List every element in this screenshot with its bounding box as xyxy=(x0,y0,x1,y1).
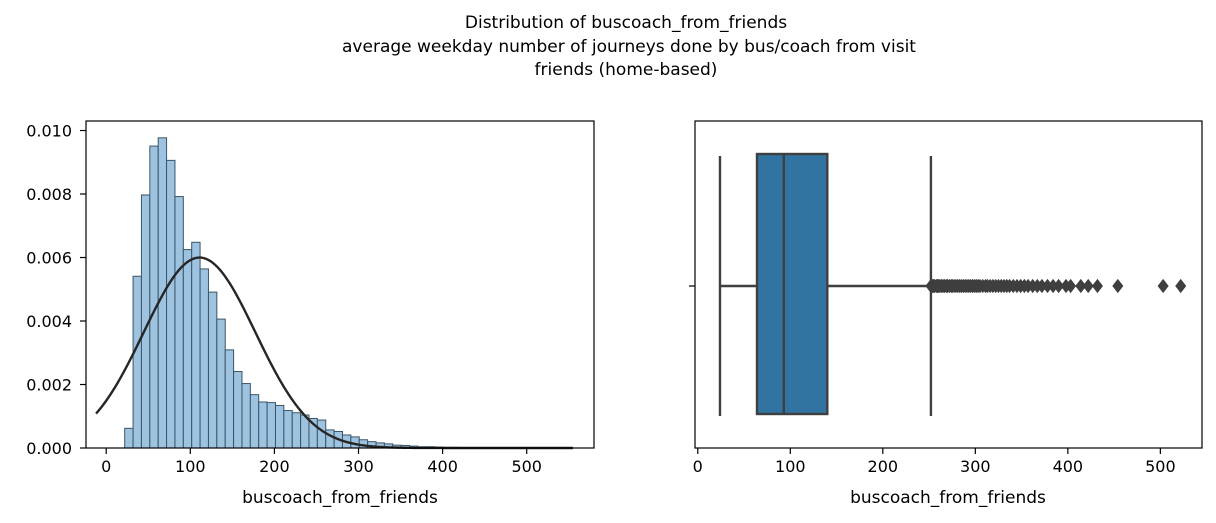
histogram-bar xyxy=(233,370,243,449)
boxplot-plot-frame xyxy=(694,120,1203,449)
histogram-x-ticks: 0 100 200 300 400 500 xyxy=(101,448,542,476)
histogram-x-tick-label: 0 xyxy=(101,457,111,476)
figure-title-line-3: friends (home-based) xyxy=(535,60,718,80)
histogram-y-tick-label: 0.008 xyxy=(26,185,72,204)
histogram-bar xyxy=(224,349,235,449)
histogram-x-tick-label: 400 xyxy=(427,457,458,476)
histogram-bar xyxy=(283,410,293,449)
boxplot-x-tick-label: 100 xyxy=(775,457,806,476)
histogram-y-tick-label: 0.000 xyxy=(26,439,72,458)
boxplot-x-tick-label: 400 xyxy=(1053,457,1084,476)
boxplot-outlier xyxy=(1157,278,1169,294)
boxplot-x-tick-label: 500 xyxy=(1145,457,1176,476)
histogram-bar xyxy=(291,412,302,449)
histogram-y-ticks: 0.000 0.002 0.004 0.006 0.008 0.010 xyxy=(26,122,86,458)
histogram-bar xyxy=(316,419,327,449)
histogram-bar xyxy=(258,401,268,449)
figure-title: Distribution of buscoach_from_friends av… xyxy=(342,13,916,80)
boxplot-x-tick-label: 300 xyxy=(960,457,991,476)
histogram-bar xyxy=(166,159,176,449)
histogram-plot-frame xyxy=(85,120,595,449)
histogram-x-tick-label: 300 xyxy=(343,457,374,476)
histogram-bar xyxy=(241,383,251,449)
boxplot-x-tick-label: 0 xyxy=(693,457,703,476)
histogram-bar xyxy=(191,241,201,449)
boxplot-outlier xyxy=(1065,278,1077,294)
boxplot-x-tick-label: 200 xyxy=(868,457,899,476)
histogram-bar xyxy=(274,404,285,449)
boxplot-outlier xyxy=(1175,278,1187,294)
boxplot-chart: 0 100 200 300 400 500 buscoach_from_friends xyxy=(689,120,1203,508)
boxplot-outlier xyxy=(1112,278,1124,294)
histogram-bar xyxy=(266,402,276,449)
boxplot-box xyxy=(755,152,829,416)
histogram-x-tick-label: 500 xyxy=(511,457,542,476)
histogram-y-tick-label: 0.006 xyxy=(26,249,72,268)
histogram-x-axis-label: buscoach_from_friends xyxy=(242,488,438,508)
boxplot-outlier xyxy=(1082,278,1094,294)
histogram-bar xyxy=(199,268,209,449)
histogram-y-tick-label: 0.010 xyxy=(26,122,72,141)
figure-title-line-2: average weekday number of journeys done … xyxy=(342,37,916,57)
histogram-chart: 0 100 200 300 400 500 0.0000.0020.0040.0060.0… xyxy=(26,120,595,508)
boxplot-outlier xyxy=(1091,278,1103,294)
histogram-bar xyxy=(124,427,134,449)
boxplot-outlier xyxy=(1075,278,1087,294)
boxplot-x-axis-label: buscoach_from_friends xyxy=(850,488,1046,508)
histogram-bar xyxy=(182,249,193,449)
histogram-bar xyxy=(216,318,226,449)
boxplot-outlier xyxy=(1053,278,1065,294)
boxplot-x-ticks: 0 100 200 300 400 500 xyxy=(693,448,1176,476)
histogram-x-tick-label: 200 xyxy=(259,457,290,476)
histogram-bar xyxy=(174,196,184,449)
histogram-bar xyxy=(207,291,218,449)
histogram-x-tick-label: 100 xyxy=(175,457,206,476)
histogram-y-tick-label: 0.004 xyxy=(26,312,72,331)
histogram-bars xyxy=(124,137,561,449)
histogram-bar xyxy=(249,394,260,449)
histogram-bar xyxy=(132,275,142,449)
figure-title-line-1: Distribution of buscoach_from_friends xyxy=(465,13,787,33)
boxplot-marks xyxy=(718,152,1187,416)
histogram-y-tick-label: 0.002 xyxy=(26,376,72,395)
histogram-bar xyxy=(149,145,159,449)
